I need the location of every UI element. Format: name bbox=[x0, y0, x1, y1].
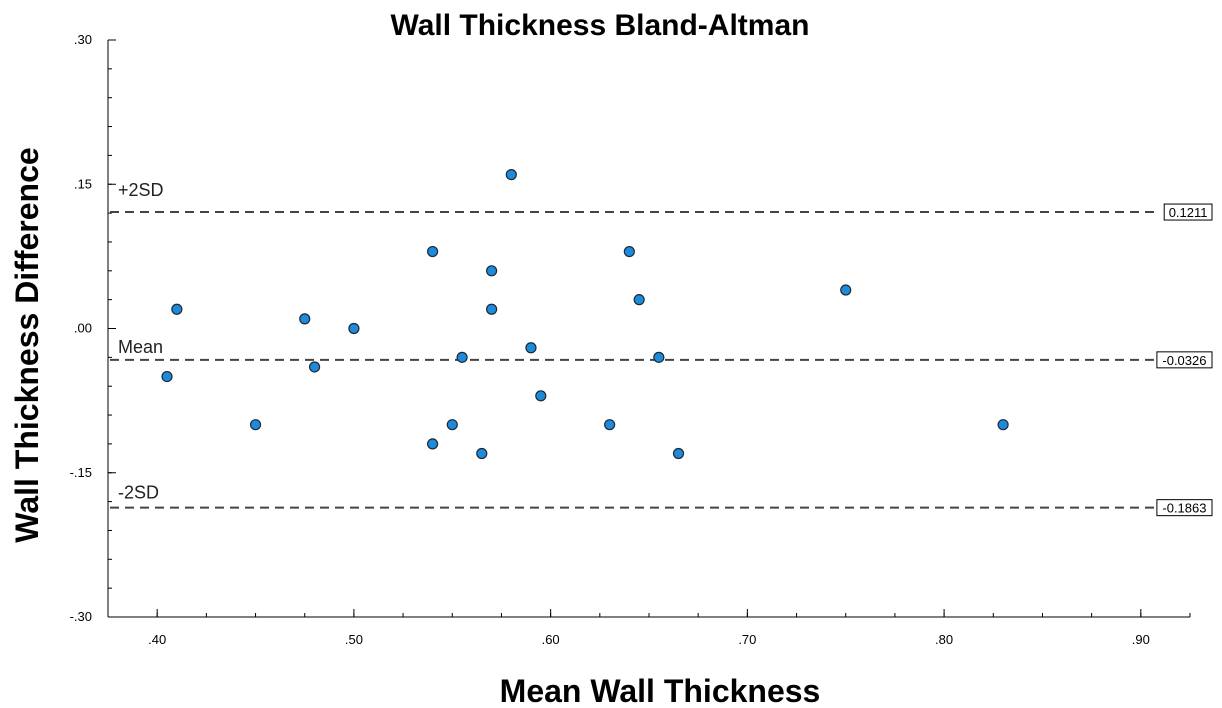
x-tick-label: .70 bbox=[738, 632, 756, 647]
reference-line-label: Mean bbox=[118, 337, 163, 357]
data-point bbox=[505, 169, 517, 181]
reference-value-box bbox=[1156, 499, 1213, 517]
data-point bbox=[456, 351, 468, 363]
data-point bbox=[653, 351, 665, 363]
data-point bbox=[604, 419, 616, 431]
y-tick-label: .00 bbox=[74, 321, 92, 336]
axes: .30 .15 .00 -.15 -.30 .40 .50 .60 .70 .80 .90 bbox=[70, 32, 1191, 647]
data-point bbox=[249, 419, 262, 431]
x-tick-label: .50 bbox=[345, 632, 363, 647]
data-points bbox=[161, 169, 1009, 460]
reference-value-label: -0.1863 bbox=[1162, 501, 1206, 516]
data-point bbox=[486, 303, 498, 315]
data-point bbox=[486, 265, 498, 277]
data-point bbox=[840, 284, 852, 296]
y-tick-label: .30 bbox=[74, 32, 92, 47]
x-tick-label: .90 bbox=[1132, 632, 1150, 647]
chart-title: Wall Thickness Bland-Altman bbox=[391, 9, 810, 42]
reference-line-label: -2SD bbox=[118, 483, 159, 503]
x-tick-label: .60 bbox=[542, 632, 560, 647]
data-point bbox=[348, 322, 360, 335]
reference-value-box bbox=[1156, 351, 1213, 369]
data-point bbox=[623, 245, 635, 258]
y-tick-label: -.15 bbox=[70, 465, 92, 480]
data-point bbox=[997, 419, 1009, 431]
data-point bbox=[476, 447, 488, 460]
reference-value-box bbox=[1163, 203, 1213, 221]
data-point bbox=[171, 303, 183, 315]
x-tick-label: .40 bbox=[148, 632, 166, 647]
y-tick-label: -.30 bbox=[70, 609, 92, 624]
data-point bbox=[299, 313, 311, 325]
x-tick-label: .80 bbox=[935, 632, 953, 647]
x-axis-title: Mean Wall Thickness bbox=[500, 673, 821, 708]
data-point bbox=[308, 361, 321, 373]
data-point bbox=[525, 342, 537, 354]
y-axis-title: Wall Thickness Difference bbox=[9, 147, 45, 542]
reference-value-label: -0.0326 bbox=[1162, 353, 1206, 368]
reference-lines: +2SD 0.1211 Mean -0.0326 -2SD -0.1863 bbox=[110, 180, 1213, 517]
reference-value-label: 0.1211 bbox=[1169, 205, 1208, 220]
data-point bbox=[535, 390, 547, 402]
data-point bbox=[161, 370, 173, 383]
data-point bbox=[633, 294, 645, 306]
y-tick-label: .15 bbox=[74, 176, 92, 191]
data-point bbox=[672, 447, 685, 460]
reference-line-label: +2SD bbox=[118, 180, 164, 200]
data-point bbox=[427, 245, 439, 258]
data-point bbox=[427, 438, 439, 450]
data-point bbox=[446, 419, 458, 431]
